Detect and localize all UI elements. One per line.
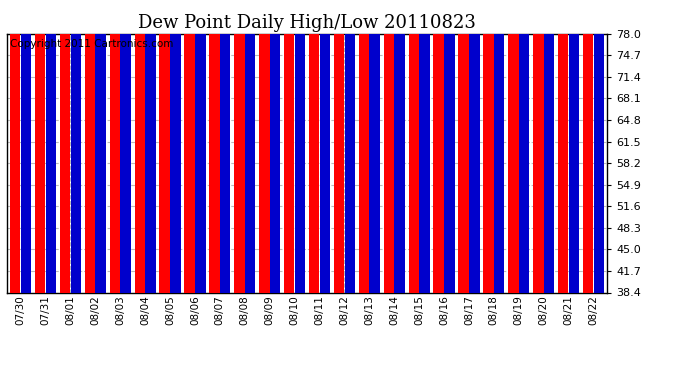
Bar	[70, 0, 81, 292]
Bar	[170, 0, 181, 292]
Bar	[420, 0, 430, 292]
Bar	[60, 0, 70, 292]
Bar	[458, 0, 469, 292]
Bar	[10, 0, 21, 292]
Bar	[295, 0, 305, 292]
Bar	[369, 0, 380, 292]
Bar	[184, 0, 195, 292]
Bar	[110, 0, 120, 292]
Bar	[569, 0, 579, 292]
Bar	[519, 0, 529, 292]
Bar	[444, 0, 455, 292]
Bar	[544, 0, 554, 292]
Bar	[220, 0, 230, 292]
Bar	[209, 0, 219, 292]
Bar	[135, 0, 145, 292]
Bar	[245, 0, 255, 292]
Bar	[359, 0, 369, 292]
Bar	[334, 0, 344, 292]
Bar	[533, 0, 544, 292]
Bar	[270, 21, 280, 292]
Bar	[120, 0, 131, 292]
Bar	[344, 0, 355, 292]
Bar	[46, 0, 56, 292]
Bar	[309, 0, 319, 292]
Bar	[234, 0, 245, 292]
Title: Dew Point Daily High/Low 20110823: Dew Point Daily High/Low 20110823	[138, 14, 476, 32]
Bar	[558, 0, 569, 292]
Bar	[583, 0, 593, 292]
Bar	[284, 0, 295, 292]
Text: Copyright 2011 Cartronics.com: Copyright 2011 Cartronics.com	[10, 39, 173, 49]
Bar	[395, 0, 405, 292]
Bar	[593, 0, 604, 292]
Bar	[483, 0, 494, 292]
Bar	[408, 0, 419, 292]
Bar	[494, 0, 504, 292]
Bar	[35, 0, 46, 292]
Bar	[159, 0, 170, 292]
Bar	[509, 0, 519, 292]
Bar	[21, 0, 31, 292]
Bar	[319, 0, 330, 292]
Bar	[195, 0, 206, 292]
Bar	[469, 0, 480, 292]
Bar	[384, 0, 394, 292]
Bar	[85, 0, 95, 292]
Bar	[433, 0, 444, 292]
Bar	[146, 0, 156, 292]
Bar	[259, 0, 270, 292]
Bar	[95, 0, 106, 292]
